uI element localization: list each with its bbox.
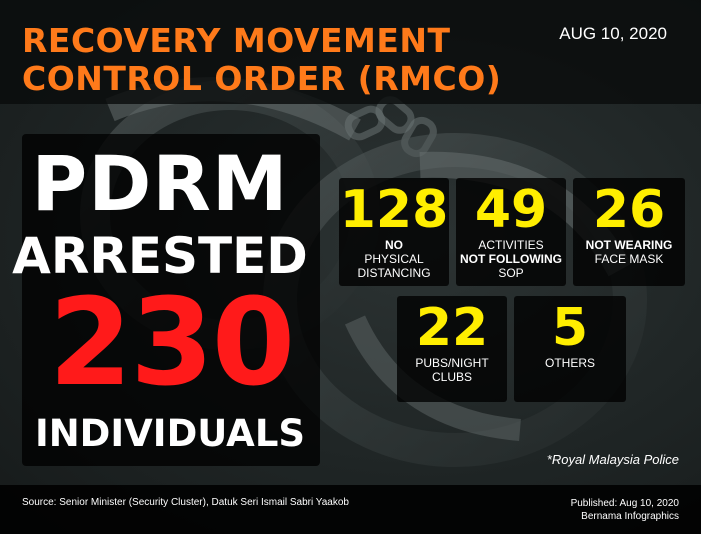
stat-value: 26 xyxy=(592,180,666,240)
stat-box-no-physical-distancing: 128 NO PHYSICAL DISTANCING xyxy=(339,178,449,286)
footer-published: Published: Aug 10, 2020 Bernama Infograp… xyxy=(571,497,679,523)
date-label: AUG 10, 2020 xyxy=(559,24,667,43)
footer-source: Source: Senior Minister (Security Cluste… xyxy=(22,497,349,508)
stat-value: 22 xyxy=(415,298,489,358)
stat-value: 128 xyxy=(339,180,449,240)
source-note: *Royal Malaysia Police xyxy=(546,452,679,467)
stat-label: NO PHYSICAL DISTANCING xyxy=(339,238,449,280)
stat-box-not-following-sop: 49 ACTIVITIES NOT FOLLOWING SOP xyxy=(456,178,566,286)
stat-label-rest: SOP xyxy=(498,266,524,280)
stat-value: 5 xyxy=(551,298,589,358)
stat-label-bold: NOT FOLLOWING xyxy=(460,252,562,266)
total-arrested-number: 230 xyxy=(48,274,296,413)
pdrm-heading: PDRM xyxy=(31,139,289,228)
stat-value: 49 xyxy=(474,180,548,240)
stat-label-bold: NO xyxy=(385,238,403,252)
stat-label-rest: FACE MASK xyxy=(594,252,664,266)
stat-label-rest: PHYSICAL DISTANCING xyxy=(357,252,431,280)
stat-box-pubs-night-clubs: 22 PUBS/NIGHT CLUBS xyxy=(397,296,507,402)
stat-label: ACTIVITIES NOT FOLLOWING SOP xyxy=(456,238,566,280)
page-title: RECOVERY MOVEMENT CONTROL ORDER (RMCO) xyxy=(22,22,542,98)
footer-bar xyxy=(0,485,701,534)
stat-label: OTHERS xyxy=(544,356,595,370)
stat-label-pre: ACTIVITIES xyxy=(478,238,544,252)
individuals-heading: INDIVIDUALS xyxy=(34,412,306,455)
headline-panel xyxy=(22,134,320,466)
stat-box-not-wearing-face-mask: 26 NOT WEARING FACE MASK xyxy=(573,178,685,286)
stat-label-bold: NOT WEARING xyxy=(585,238,673,252)
arrested-heading: ARRESTED xyxy=(12,227,308,285)
stat-label: NOT WEARING FACE MASK xyxy=(573,238,685,266)
publisher-credit: Bernama Infographics xyxy=(581,511,679,522)
title-line-1: RECOVERY MOVEMENT xyxy=(22,21,451,60)
stat-box-others: 5 OTHERS xyxy=(514,296,626,402)
published-date: Published: Aug 10, 2020 xyxy=(570,498,679,509)
header-bar xyxy=(0,0,701,104)
stat-label: PUBS/NIGHT CLUBS xyxy=(415,356,489,384)
title-line-2: CONTROL ORDER (RMCO) xyxy=(22,59,502,98)
